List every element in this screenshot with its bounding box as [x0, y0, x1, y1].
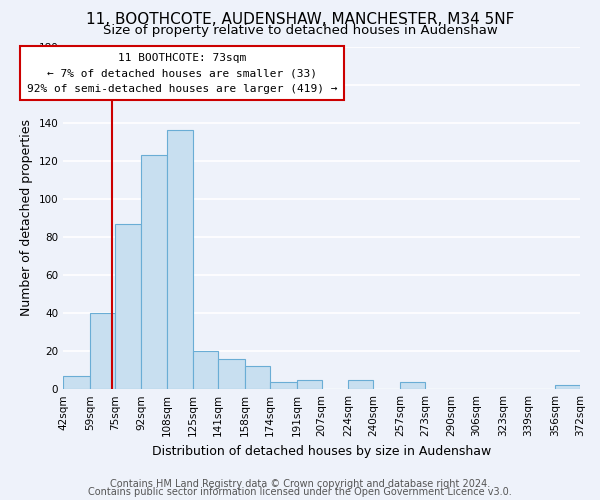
Bar [270, 382, 296, 389]
Bar [218, 358, 245, 389]
Text: Contains public sector information licensed under the Open Government Licence v3: Contains public sector information licen… [88, 487, 512, 497]
Bar [245, 366, 270, 389]
Bar [296, 380, 322, 389]
Bar [167, 130, 193, 389]
Y-axis label: Number of detached properties: Number of detached properties [20, 120, 33, 316]
Text: Size of property relative to detached houses in Audenshaw: Size of property relative to detached ho… [103, 24, 497, 37]
Bar [348, 380, 373, 389]
Bar [193, 351, 218, 389]
Text: 11 BOOTHCOTE: 73sqm
← 7% of detached houses are smaller (33)
92% of semi-detache: 11 BOOTHCOTE: 73sqm ← 7% of detached hou… [27, 52, 337, 94]
X-axis label: Distribution of detached houses by size in Audenshaw: Distribution of detached houses by size … [152, 444, 491, 458]
Bar [400, 382, 425, 389]
Bar [115, 224, 142, 389]
Text: 11, BOOTHCOTE, AUDENSHAW, MANCHESTER, M34 5NF: 11, BOOTHCOTE, AUDENSHAW, MANCHESTER, M3… [86, 12, 514, 28]
Bar [90, 313, 115, 389]
Text: Contains HM Land Registry data © Crown copyright and database right 2024.: Contains HM Land Registry data © Crown c… [110, 479, 490, 489]
Bar [142, 155, 167, 389]
Bar [555, 386, 580, 389]
Bar [63, 376, 90, 389]
